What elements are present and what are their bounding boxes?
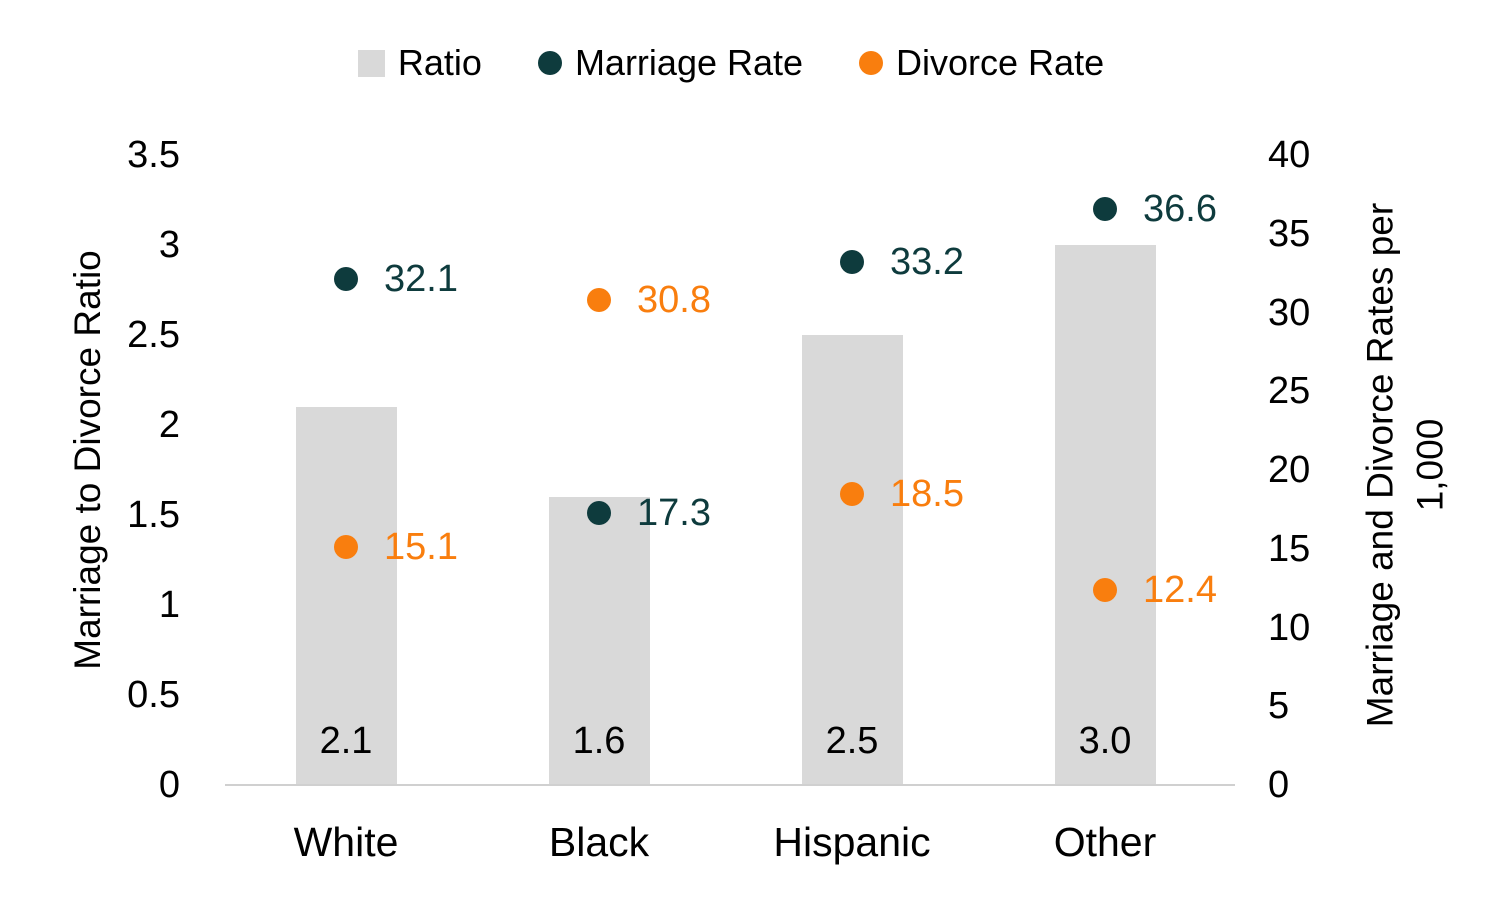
y-axis-left-tick: 1 xyxy=(158,584,180,626)
y-axis-left-tick: 2 xyxy=(158,404,180,446)
marriage-rate-dot-white xyxy=(334,267,358,291)
x-axis-line xyxy=(225,784,1235,786)
marriage-rate-dot-other xyxy=(1093,197,1117,221)
legend-label: Ratio xyxy=(397,42,482,83)
y-axis-right-tick: 5 xyxy=(1268,685,1290,727)
y-axis-right-tick: 20 xyxy=(1268,449,1311,491)
legend-item-divorce-rate: Divorce Rate xyxy=(859,42,1104,84)
bar-black xyxy=(549,497,650,785)
right-axis-title-line-2: 1,000 xyxy=(1410,418,1451,512)
y-axis-right-tick: 10 xyxy=(1268,607,1311,649)
marriage-rate-dot-icon xyxy=(537,51,562,75)
x-axis-label-white: White xyxy=(293,819,399,865)
right-axis-title-line-1: Marriage and Divorce Rates per xyxy=(1359,202,1401,728)
x-axis-label-black: Black xyxy=(548,819,650,865)
divorce-rate-dot-icon xyxy=(859,51,884,75)
marriage-rate-value-label-other: 36.6 xyxy=(1143,188,1217,230)
divorce-rate-dot-hispanic xyxy=(840,482,864,506)
left-axis-title-text: Marriage to Divorce Ratio xyxy=(66,250,108,670)
y-axis-right-tick: 0 xyxy=(1268,764,1290,806)
y-axis-left-tick: 1.5 xyxy=(127,494,180,536)
bar-hispanic xyxy=(802,335,903,785)
y-axis-right-tick: 35 xyxy=(1268,213,1311,255)
y-axis-left-tick: 3.5 xyxy=(127,134,180,176)
y-axis-right-tick: 30 xyxy=(1268,292,1311,334)
right-axis-title: Marriage and Divorce Rates per 1,000 xyxy=(1356,203,1457,727)
marriage-rate-value-label-white: 32.1 xyxy=(384,258,458,300)
legend: Ratio Marriage Rate Divorce Rate xyxy=(230,38,1232,88)
legend-item-marriage-rate: Marriage Rate xyxy=(537,42,804,84)
x-axis-label-other: Other xyxy=(1053,819,1157,865)
marriage-rate-dot-hispanic xyxy=(840,250,864,274)
y-axis-left-tick: 0.5 xyxy=(127,674,180,716)
divorce-rate-value-label-black: 30.8 xyxy=(637,279,711,321)
y-axis-left-tick: 2.5 xyxy=(127,314,180,356)
divorce-rate-value-label-hispanic: 18.5 xyxy=(890,473,964,515)
divorce-rate-value-label-other: 12.4 xyxy=(1143,569,1217,611)
bar-value-label-black: 1.6 xyxy=(572,720,626,762)
marriage-rate-value-label-hispanic: 33.2 xyxy=(890,241,964,283)
marriage-rate-value-label-black: 17.3 xyxy=(637,492,711,534)
divorce-rate-value-label-white: 15.1 xyxy=(384,526,458,568)
y-axis-left-tick: 3 xyxy=(158,224,180,266)
divorce-rate-dot-white xyxy=(334,535,358,559)
legend-item-ratio: Ratio xyxy=(357,42,482,84)
legend-label: Divorce Rate xyxy=(896,42,1105,83)
divorce-rate-dot-black xyxy=(587,288,611,312)
bar-other xyxy=(1055,245,1156,785)
bar-value-label-hispanic: 2.5 xyxy=(825,720,879,762)
divorce-rate-dot-other xyxy=(1093,578,1117,602)
left-axis-title: Marriage to Divorce Ratio xyxy=(63,250,113,669)
bar-value-label-white: 2.1 xyxy=(319,720,373,762)
y-axis-right-tick: 15 xyxy=(1268,528,1311,570)
x-axis-label-hispanic: Hispanic xyxy=(773,819,931,865)
bar-white xyxy=(296,407,397,785)
ratio-swatch-icon xyxy=(357,49,385,77)
marriage-rate-dot-black xyxy=(587,501,611,525)
bar-value-label-other: 3.0 xyxy=(1078,720,1132,762)
y-axis-right-tick: 25 xyxy=(1268,370,1311,412)
legend-label: Marriage Rate xyxy=(574,42,804,83)
y-axis-right-tick: 40 xyxy=(1268,134,1311,176)
y-axis-left-tick: 0 xyxy=(158,764,180,806)
